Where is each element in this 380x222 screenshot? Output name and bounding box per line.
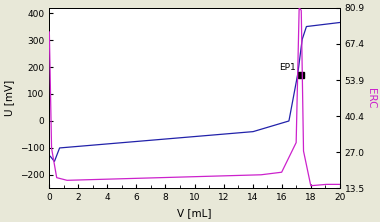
X-axis label: V [mL]: V [mL] [177,208,212,218]
Y-axis label: ERC: ERC [366,88,376,108]
Y-axis label: U [mV]: U [mV] [4,80,14,116]
Text: EP1: EP1 [279,63,296,72]
